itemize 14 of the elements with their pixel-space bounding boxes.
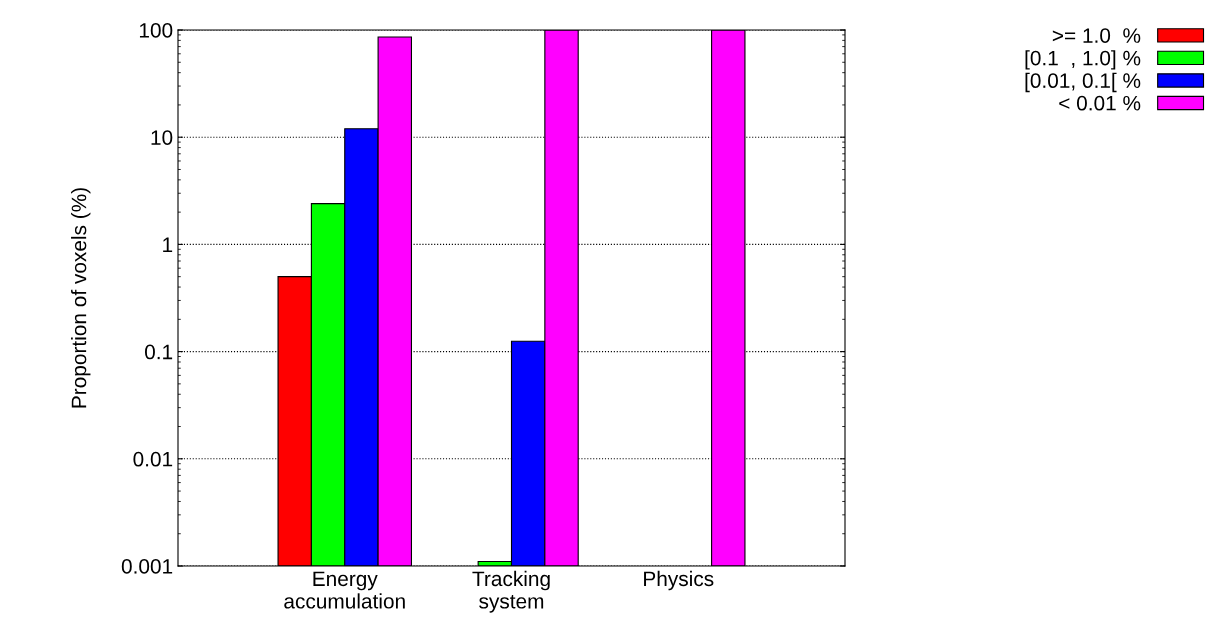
y-tick-label: 0.1 <box>144 344 173 360</box>
y-tick-label: 100 <box>139 23 173 38</box>
y-axis-title: Proportion of voxels (%) <box>71 188 91 408</box>
y-tick-label: 10 <box>151 130 173 145</box>
legend-label: [0.1 , 1.0] % <box>1025 50 1141 70</box>
x-tick-label: Physics <box>644 570 714 591</box>
x-tick-label: Energy accumulation <box>284 571 405 609</box>
legend-label: [0.01, 0.1[ % <box>1025 72 1141 93</box>
legend-label: >= 1.0 % <box>1052 28 1141 43</box>
x-tick-label: Tracking system <box>472 570 550 613</box>
legend-label: < 0.01 % <box>1059 95 1141 111</box>
y-tick-label: 0.001 <box>121 559 173 574</box>
y-tick-label: 0.01 <box>133 451 173 467</box>
y-tick-label: 1 <box>163 237 173 252</box>
